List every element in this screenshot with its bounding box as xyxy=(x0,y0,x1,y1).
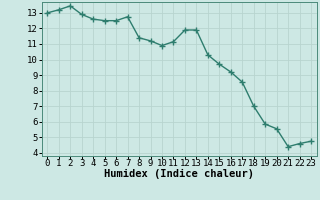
X-axis label: Humidex (Indice chaleur): Humidex (Indice chaleur) xyxy=(104,169,254,179)
